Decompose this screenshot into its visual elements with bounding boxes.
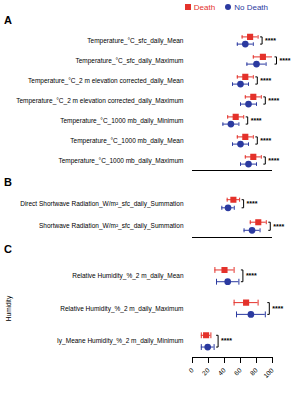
svg-text:Temperature_°C_sfc_daily_Maxim: Temperature_°C_sfc_daily_Maximum — [75, 57, 183, 65]
svg-text:****: **** — [251, 117, 262, 124]
svg-text:20: 20 — [201, 366, 211, 376]
svg-text:****: **** — [246, 272, 257, 279]
svg-text:Temperature_°C_1000 mb_daily_M: Temperature_°C_1000 mb_daily_Mean — [70, 137, 184, 145]
svg-text:Temperature_°C_1000 mb_daily_M: Temperature_°C_1000 mb_daily_Maximum — [58, 157, 183, 165]
svg-text:Iy_Meane Humidity_%_2 m_daily_: Iy_Meane Humidity_%_2 m_daily_Minimum — [57, 337, 183, 345]
svg-text:****: **** — [268, 157, 279, 164]
html-text:B: B — [4, 176, 12, 188]
svg-text:40: 40 — [217, 366, 227, 376]
svg-text:****: **** — [260, 137, 271, 144]
svg-text:Relative Humidity_%_2 m_daily_: Relative Humidity_%_2 m_daily_Maximum — [60, 305, 183, 313]
svg-text:****: **** — [272, 305, 283, 312]
svg-text:Relative Humidity_%_2 m_daily_: Relative Humidity_%_2 m_daily_Mean — [72, 272, 184, 280]
svg-text:Shortwave Radiation_W/m²_sfc_d: Shortwave Radiation_W/m²_sfc_daily_Summa… — [39, 222, 184, 230]
svg-text:****: **** — [273, 222, 284, 229]
svg-text:100: 100 — [262, 366, 275, 379]
svg-text:****: **** — [280, 57, 291, 64]
svg-text:Direct Shortwave Radiation_W/m: Direct Shortwave Radiation_W/m²_sfc_dail… — [20, 200, 184, 208]
svg-text:****: **** — [265, 37, 276, 44]
svg-text:0: 0 — [187, 366, 195, 374]
svg-text:****: **** — [221, 337, 232, 344]
svg-text:****: **** — [268, 97, 279, 104]
html-text:A: A — [4, 14, 12, 26]
svg-text:Temperature_°C_sfc_daily_Mean: Temperature_°C_sfc_daily_Mean — [87, 37, 184, 45]
svg-text:****: **** — [247, 200, 258, 207]
svg-text:80: 80 — [249, 366, 259, 376]
html-text:C: C — [4, 243, 12, 255]
svg-text:Temperature_°C_1000 mb_daily_M: Temperature_°C_1000 mb_daily_Minimum — [60, 117, 183, 125]
svg-text:Humidity: Humidity — [5, 295, 13, 321]
html-text:Death: Death — [193, 2, 216, 12]
svg-text:Temperature_°C_2 m elevation c: Temperature_°C_2 m elevation corrected_d… — [28, 77, 184, 85]
svg-text:****: **** — [260, 77, 271, 84]
html-text:No Death: No Death — [234, 2, 268, 12]
svg-text:60: 60 — [233, 366, 243, 376]
svg-text:Temperature_°C_2 m elevation c: Temperature_°C_2 m elevation corrected_d… — [16, 97, 183, 105]
